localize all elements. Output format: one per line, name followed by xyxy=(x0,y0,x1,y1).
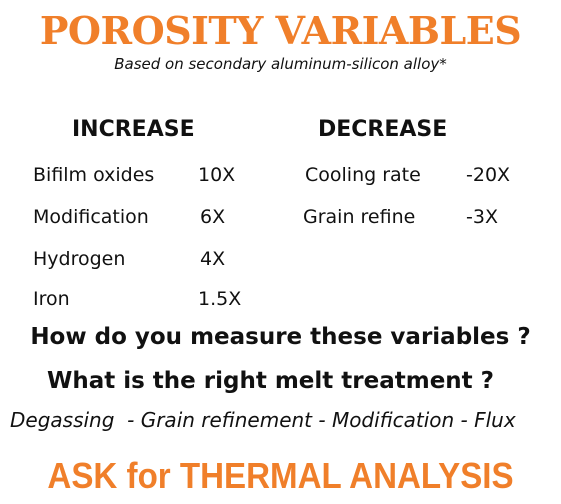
item-value: 1.5X xyxy=(198,288,242,310)
decrease-heading: DECREASE xyxy=(318,117,448,142)
item-value: 10X xyxy=(198,164,236,186)
item-label: Grain refine xyxy=(303,206,416,228)
item-value: -20X xyxy=(466,164,511,186)
treatments: Degassing - Grain refinement - Modificat… xyxy=(10,408,516,432)
subtitle: Based on secondary aluminum-silicon allo… xyxy=(114,55,447,73)
item-label: Iron xyxy=(33,288,70,310)
item-value: -3X xyxy=(466,206,498,228)
item-value: 6X xyxy=(200,206,226,228)
item-label: Modification xyxy=(33,206,149,228)
item-label: Hydrogen xyxy=(33,248,126,270)
item-value: 4X xyxy=(200,248,226,270)
title: POROSITY VARIABLES xyxy=(39,8,522,53)
call-to-action: ASK for THERMAL ANALYSIS xyxy=(47,455,514,496)
question: What is the right melt treatment ? xyxy=(46,368,495,394)
item-label: Cooling rate xyxy=(305,164,421,186)
question: How do you measure these variables ? xyxy=(30,324,531,350)
item-label: Bifilm oxides xyxy=(33,164,155,186)
increase-heading: INCREASE xyxy=(72,117,195,142)
